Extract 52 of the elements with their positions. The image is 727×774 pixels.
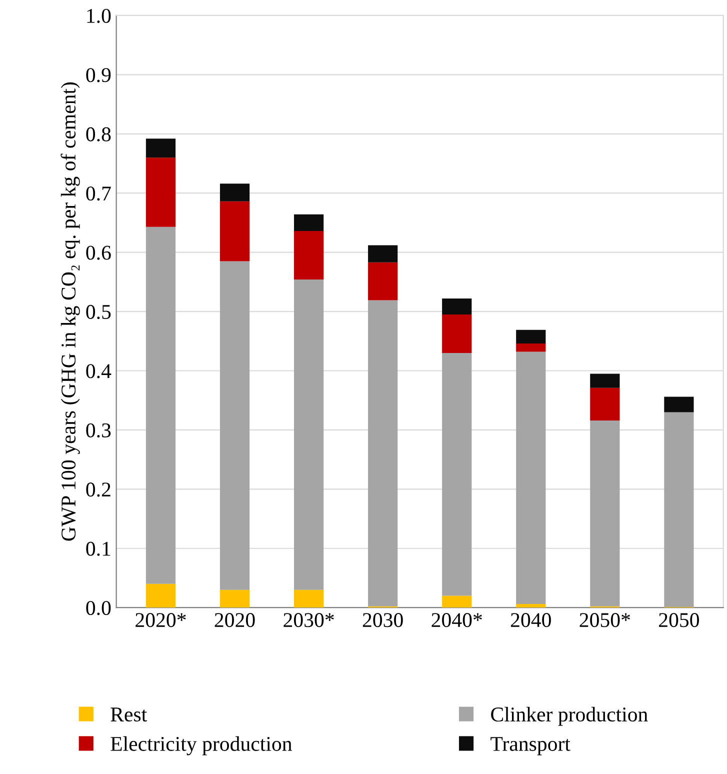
bar (294, 214, 324, 232)
y-tick-label: 0.8 (86, 127, 111, 142)
bar (664, 396, 694, 412)
bar (220, 184, 250, 202)
bar (590, 388, 620, 420)
bar (146, 584, 176, 608)
bar (146, 226, 176, 584)
x-tick-label: 2040* (432, 613, 482, 628)
x-tick-label: 2050 (659, 613, 699, 628)
legend-label: Electricity production (110, 736, 292, 756)
bar (442, 314, 472, 353)
x-tick-label: 2020 (214, 613, 255, 628)
y-tick-label: 0.5 (86, 304, 111, 320)
y-tick-label: 0.2 (86, 482, 110, 497)
bar (590, 374, 620, 388)
y-axis-title: GWP 100 years (GHG in kg CO₂ eq. per kg of cement) (60, 82, 80, 541)
bar (220, 261, 250, 590)
bar (516, 330, 546, 344)
legend-label: Rest (110, 708, 147, 722)
bar (294, 280, 324, 590)
legend-label: Transport (490, 737, 570, 756)
bar (146, 158, 176, 227)
bar (294, 590, 324, 608)
bar (664, 412, 694, 607)
y-tick-label: 0.7 (86, 186, 111, 201)
bar (516, 344, 546, 352)
bar (220, 590, 250, 608)
bar (442, 596, 472, 608)
x-tick-label: 2030 (362, 613, 403, 628)
bar (294, 231, 324, 280)
y-tick-label: 0.0 (86, 600, 111, 616)
bar (516, 352, 546, 604)
y-tick-label: 1.0 (87, 8, 111, 24)
bar (220, 201, 250, 262)
y-tick-label: 0.9 (86, 68, 111, 82)
y-tick-label: 0.4 (86, 364, 112, 378)
legend-label: Clinker production (491, 706, 648, 726)
bar (146, 138, 176, 158)
y-tick-label: 0.1 (86, 542, 110, 556)
bar (590, 420, 620, 606)
bar (368, 262, 398, 300)
bar (516, 604, 546, 608)
x-tick-label: 2030* (284, 613, 334, 628)
x-tick-label: 2040 (510, 613, 551, 628)
x-tick-label: 2020* (136, 613, 186, 628)
y-tick-label: 0.3 (86, 423, 111, 438)
bar (368, 300, 398, 606)
bar (442, 352, 472, 596)
bar (368, 245, 398, 262)
bar (442, 298, 472, 314)
x-tick-label: 2050* (580, 613, 630, 628)
y-tick-label: 0.6 (86, 246, 111, 260)
